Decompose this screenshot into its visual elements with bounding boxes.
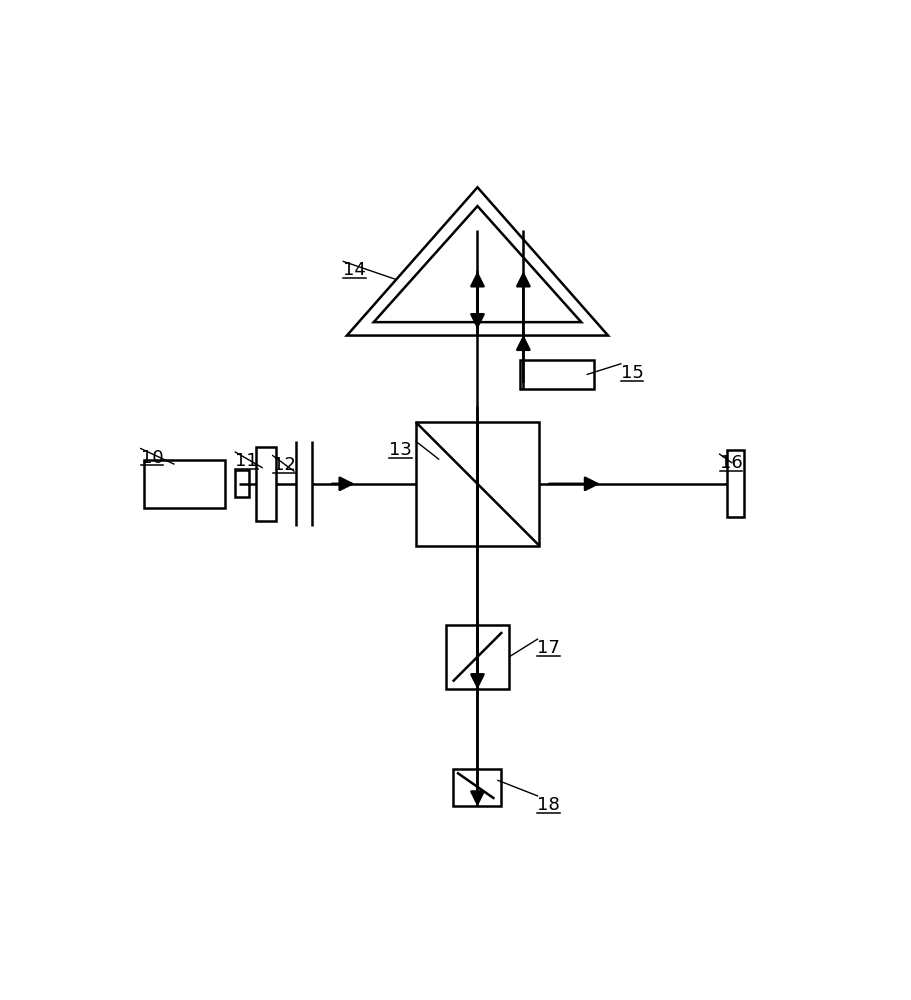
Text: 12: 12 bbox=[272, 456, 295, 474]
Bar bbox=[144, 460, 225, 508]
Text: 14: 14 bbox=[343, 261, 366, 279]
Text: 16: 16 bbox=[720, 454, 742, 472]
Text: 11: 11 bbox=[235, 452, 258, 470]
Bar bbox=[445, 625, 509, 689]
Text: 18: 18 bbox=[537, 796, 560, 814]
Bar bbox=[235, 470, 249, 497]
Text: 17: 17 bbox=[537, 639, 560, 657]
Bar bbox=[415, 422, 539, 546]
Text: 13: 13 bbox=[389, 441, 412, 459]
Text: 15: 15 bbox=[620, 364, 644, 382]
Text: 10: 10 bbox=[140, 449, 163, 467]
Bar bbox=[454, 769, 501, 806]
Bar bbox=[256, 447, 275, 521]
Bar bbox=[520, 360, 594, 389]
Bar bbox=[727, 450, 743, 517]
